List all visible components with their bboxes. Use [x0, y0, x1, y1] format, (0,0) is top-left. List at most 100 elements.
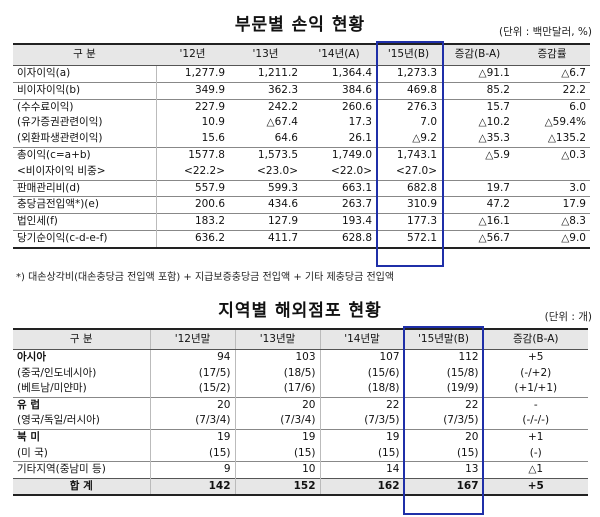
table-cell: 47.2 — [441, 196, 514, 214]
table-cell: 6.0 — [514, 98, 590, 116]
table-cell: <27.0> — [396, 164, 437, 177]
overseas-branches-table: 구 분 '12년말 '13년말 '14년말 '15년말(B) 증감(B-A) 아… — [13, 328, 588, 497]
table-cell: △0.3 — [514, 146, 590, 164]
table-row: (외환파생관련이익) 15.6 64.6 26.1 △9.2 △35.3 △13… — [13, 131, 590, 148]
table-cell: 1577.8 — [156, 146, 229, 164]
table-cell: △67.4 — [266, 116, 298, 129]
table-cell: 10 — [235, 461, 321, 479]
table-cell: △91.1 — [478, 67, 510, 79]
table-cell: 14 — [320, 461, 405, 479]
table-row: 기타지역(중남미 등) 9 10 14 13 △1 — [13, 461, 588, 479]
profit-loss-table: 구 분 '12년 '13년 '14년(A) '15년(B) 증감(B-A) 증감… — [13, 43, 590, 249]
table-cell: (17/5) — [150, 365, 236, 382]
header-cell: 증감(B-A) — [441, 43, 514, 66]
table-cell: △10.2 — [478, 116, 510, 129]
table-cell: (15/2) — [150, 381, 236, 398]
row-label: 판매관리비(d) — [13, 179, 157, 197]
row-label: (수수료이익) — [13, 98, 157, 116]
table-cell: 411.7 — [229, 229, 302, 249]
table-cell: △56.7 — [441, 229, 514, 249]
table-cell: 1,364.4 — [331, 67, 372, 79]
table-cell: 557.9 — [156, 179, 229, 197]
row-label: 총이익(c=a+b) — [13, 146, 157, 164]
table-cell: 112 — [404, 349, 484, 366]
table-cell: 177.3 — [376, 213, 441, 231]
table-cell: △8.3 — [514, 213, 590, 231]
table-cell: (-) — [529, 446, 542, 459]
table-cell: 362.3 — [229, 81, 302, 100]
row-label: (중국/인도네시아) — [13, 365, 151, 382]
row-label: (베트남/미얀마) — [13, 381, 151, 398]
table-cell: (15) — [404, 445, 484, 462]
table-cell: △59.4% — [544, 116, 586, 129]
table-cell: 10.9 — [201, 116, 225, 129]
table-cell: 13 — [404, 461, 484, 479]
table2-title: 지역별 해외점포 현황 — [218, 301, 382, 321]
table-cell: <22.0> — [331, 164, 372, 177]
table-cell: 183.2 — [156, 213, 229, 231]
table-cell: △5.9 — [441, 146, 514, 164]
table-cell: 20 — [404, 428, 484, 446]
table-cell: (19/9) — [404, 381, 484, 398]
table-cell: 310.9 — [376, 196, 441, 214]
table-cell: 19 — [150, 428, 236, 446]
table-cell: 349.9 — [156, 81, 229, 100]
table-row: 아시아 94 103 107 112 +5 — [13, 349, 588, 366]
header-cell: '12년말 — [150, 328, 236, 350]
table-cell: 1,277.9 — [184, 67, 225, 79]
table-cell: 15.6 — [201, 132, 225, 145]
table-cell: 1,273.3 — [396, 67, 437, 79]
table-cell: △1 — [483, 461, 588, 479]
table-cell: 20 — [235, 396, 321, 414]
table-row: 당기순이익(c-d-e-f) 636.2 411.7 628.8 572.1 △… — [13, 229, 590, 249]
table-row: 유 럽 20 20 22 22 - — [13, 396, 588, 414]
row-label: (외환파생관련이익) — [13, 131, 157, 148]
table-cell: 7.0 — [420, 116, 437, 129]
table-cell: 384.6 — [302, 81, 376, 100]
table-cell: (18/8) — [320, 381, 405, 398]
table-row: 비이자이익(b) 349.9 362.3 384.6 469.8 85.2 22… — [13, 81, 590, 100]
table-cell: 9 — [150, 461, 236, 479]
table-cell: 663.1 — [302, 179, 376, 197]
table-cell: 1,211.2 — [257, 67, 298, 79]
table-cell: △9.2 — [412, 132, 437, 145]
row-label: 당기순이익(c-d-e-f) — [13, 229, 157, 249]
table-cell: (-/-/-) — [522, 414, 550, 427]
table-cell: 162 — [320, 477, 405, 497]
table-row: (베트남/미얀마) (15/2) (17/6) (18/8) (19/9) (+… — [13, 381, 588, 398]
table-cell: (17/6) — [235, 381, 321, 398]
table-cell: (15) — [235, 445, 321, 462]
table-cell: 22 — [404, 396, 484, 414]
table-cell: 599.3 — [229, 179, 302, 197]
table-cell: (15/8) — [404, 365, 484, 382]
table1-header-row: 구 분 '12년 '13년 '14년(A) '15년(B) 증감(B-A) 증감… — [13, 43, 590, 66]
table-row: (영국/독일/러시아) (7/3/4) (7/3/4) (7/3/5) (7/3… — [13, 413, 588, 430]
header-cell: 구 분 — [13, 328, 151, 350]
table-row: 북 미 19 19 19 20 +1 — [13, 428, 588, 446]
header-cell: 증감률 — [514, 43, 590, 66]
table-cell: 200.6 — [156, 196, 229, 214]
row-label: 유 럽 — [13, 396, 151, 414]
footnote: *) 대손상각비(대손충당금 전입액 포함) + 지급보증충당금 전입액 + 기… — [16, 272, 395, 283]
table-cell: 276.3 — [376, 98, 441, 116]
row-label: 합 계 — [13, 477, 151, 497]
table-cell: 227.9 — [156, 98, 229, 116]
table-cell: 260.6 — [302, 98, 376, 116]
table-cell: 1,743.1 — [376, 146, 441, 164]
table-cell: 19 — [235, 428, 321, 446]
header-cell: '13년 — [229, 43, 302, 66]
table-row: 판매관리비(d) 557.9 599.3 663.1 682.8 19.7 3.… — [13, 179, 590, 197]
table-cell: 1,573.5 — [229, 146, 302, 164]
header-cell: 구 분 — [13, 43, 156, 66]
table-cell: 20 — [150, 396, 236, 414]
row-label: 아시아 — [13, 349, 151, 366]
header-cell: '15년(B) — [376, 43, 441, 66]
row-label: (유가증권관련이익) — [13, 115, 157, 132]
table-cell: 572.1 — [376, 229, 441, 249]
table-cell: △35.3 — [478, 132, 510, 145]
table-cell: (+1/+1) — [514, 382, 558, 395]
table-cell: 628.8 — [302, 229, 376, 249]
header-cell: '12년 — [156, 43, 229, 66]
table-cell: 434.6 — [229, 196, 302, 214]
table-cell: 469.8 — [376, 81, 441, 100]
